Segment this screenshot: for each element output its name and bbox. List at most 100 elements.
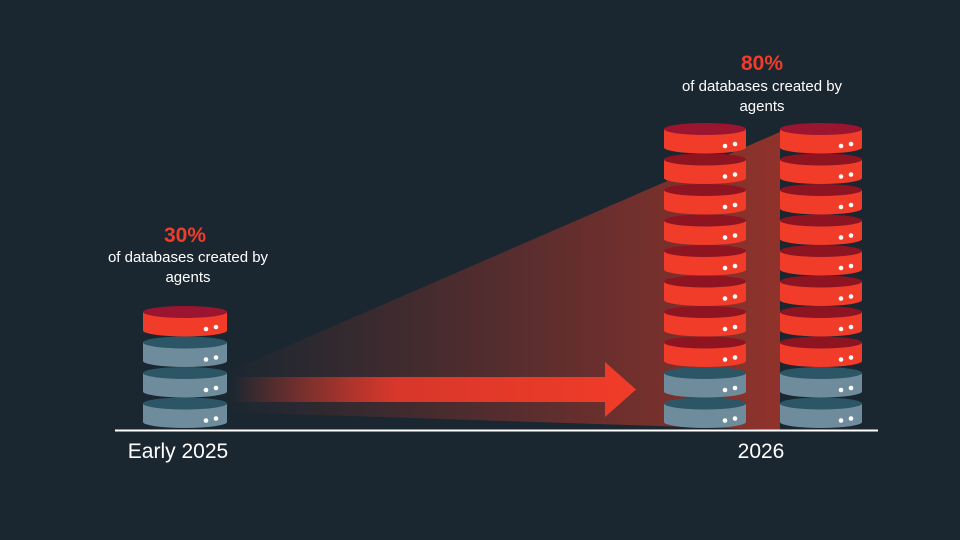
disk [780,123,862,154]
arrow [232,362,636,417]
disk-dot [722,143,728,149]
disk [664,123,746,154]
disk [664,306,746,337]
disk-dot [838,296,844,301]
disk-top [664,275,746,288]
disk-dot [213,416,219,421]
disk [143,306,227,337]
annotation: of databases created by agents [107,249,269,286]
disk [143,367,227,398]
disk-top [143,367,227,379]
disk [664,153,746,184]
disk [780,214,862,245]
database-stack [664,123,746,428]
disk [780,367,862,398]
disk-dot [732,263,738,269]
category-label: Early 2025 [127,440,229,463]
disk-dot [848,355,854,360]
disk-dot [722,357,728,362]
disk-dot [838,418,844,423]
disk-top [664,184,746,196]
disk-top [664,153,746,166]
disk-dot [848,324,854,330]
disk [780,245,862,276]
disk-top [664,123,746,135]
disk-top [780,306,862,318]
disk-dot [722,174,728,179]
disk-top [780,245,862,257]
disk-dot [732,233,738,238]
disk [780,397,862,428]
disk-top [780,367,862,379]
disk-dot [732,294,738,299]
disk-top [664,214,746,227]
disk-dot [732,385,738,391]
disk-dot [848,416,854,421]
disk-dot [213,385,219,391]
category-label: 2026 [737,440,785,463]
disk [664,397,746,428]
disk-dot [838,174,844,179]
disk-dot [203,418,209,423]
disk-dot [722,265,728,271]
disk-dot [838,265,844,271]
disk-dot [722,296,728,301]
disk-dot [838,357,844,362]
disk [780,153,862,184]
disk-dot [848,263,854,269]
disk [664,367,746,398]
disk-dot [203,326,209,332]
annotation: of databases created by agents [681,78,843,115]
disk-dot [722,204,728,210]
disk-dot [213,324,219,330]
disk-top [143,336,227,349]
disk-dot [732,416,738,421]
disk [664,275,746,306]
disk [664,184,746,215]
disk-dot [203,357,209,362]
disk-dot [848,294,854,299]
disk-dot [848,172,854,177]
value-label: 80% [740,52,784,75]
disk [780,275,862,306]
beam [228,132,780,430]
disk [780,306,862,337]
disk [143,336,227,367]
disk [664,214,746,245]
disk-dot [732,141,738,147]
disk-dot [838,387,844,393]
disk-top [143,397,227,410]
disk-dot [722,418,728,423]
disk-dot [722,235,728,240]
disk-dot [732,324,738,330]
disk-dot [722,326,728,332]
disk-dot [848,385,854,391]
disk-top [780,336,862,349]
disk [780,184,862,215]
disk-top [664,245,746,257]
disk-dot [848,141,854,147]
disk-dot [848,233,854,238]
value-label: 30% [163,224,207,247]
disk [664,245,746,276]
disk [143,397,227,428]
disk-top [780,153,862,166]
disk-top [780,123,862,135]
disk-dot [838,326,844,332]
disk-top [780,214,862,227]
disk-dot [722,387,728,393]
disk-dot [732,355,738,360]
disk-dot [732,202,738,208]
disk-top [780,275,862,288]
disk-dot [838,235,844,240]
disk-top [664,306,746,318]
disk-top [664,397,746,410]
disk-dot [203,387,209,393]
disk-top [780,184,862,196]
disk-dot [732,172,738,177]
disk-dot [838,204,844,210]
disk-top [780,397,862,410]
disk [780,336,862,367]
